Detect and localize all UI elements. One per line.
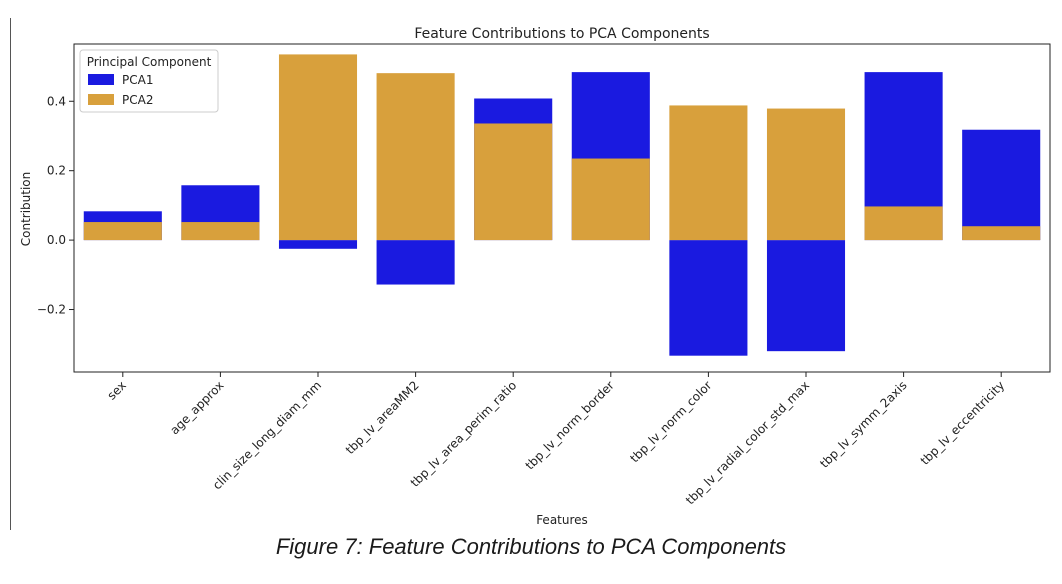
x-tick-label-tbp_lv_eccentricity: tbp_lv_eccentricity — [918, 378, 1008, 468]
bar-pca1-tbp_lv_eccentricity — [962, 129, 1041, 241]
bar-pca1-clin_size_long_diam_mm — [278, 240, 358, 249]
legend-label-pca1: PCA1 — [122, 73, 153, 87]
bar-pca1-tbp_lv_areaMM2 — [376, 240, 455, 285]
figure-caption: Figure 7: Feature Contributions to PCA C… — [275, 534, 787, 559]
legend-swatch-pca1 — [88, 74, 114, 85]
x-tick-label-tbp_lv_norm_color: tbp_lv_norm_color — [627, 378, 714, 465]
x-tick-label-tbp_lv_areaMM2: tbp_lv_areaMM2 — [343, 378, 422, 457]
bar-pca2-tbp_lv_norm_color — [669, 105, 748, 241]
bar-pca2-tbp_lv_areaMM2 — [376, 73, 455, 241]
y-tick-label: 0.4 — [47, 94, 66, 108]
bar-pca2-tbp_lv_radial_color_std_max — [766, 108, 846, 241]
x-tick-label-tbp_lv_symm_2axis: tbp_lv_symm_2axis — [817, 378, 909, 470]
x-tick-label-sex: sex — [105, 378, 129, 402]
legend-label-pca2: PCA2 — [122, 93, 153, 107]
plot-frame — [73, 43, 1051, 373]
y-axis-label: Contribution — [19, 172, 33, 247]
legend-title: Principal Component — [87, 55, 212, 69]
bar-pca1-tbp_lv_norm_color — [669, 240, 748, 356]
bar-pca1-tbp_lv_radial_color_std_max — [766, 240, 846, 352]
y-tick-label: 0.2 — [47, 164, 66, 178]
pca-bar-chart: Feature Contributions to PCA Components … — [19, 26, 1051, 527]
x-tick-label-clin_size_long_diam_mm: clin_size_long_diam_mm — [210, 378, 324, 492]
x-tick-label-age_approx: age_approx — [167, 378, 226, 437]
x-tick-label-tbp_lv_norm_border: tbp_lv_norm_border — [523, 378, 617, 472]
left-margin-rule — [10, 18, 11, 530]
y-tick-label: 0.0 — [47, 233, 66, 247]
legend: Principal Component PCA1 PCA2 — [79, 49, 219, 113]
chart-title: Feature Contributions to PCA Components — [414, 26, 709, 42]
bar-pca2-age_approx — [181, 222, 260, 241]
bars-group — [83, 54, 1041, 356]
legend-swatch-pca2 — [88, 94, 114, 105]
bar-pca2-tbp_lv_area_perim_ratio — [474, 123, 553, 241]
x-axis-label: Features — [536, 513, 588, 527]
bar-pca2-sex — [83, 222, 162, 241]
y-tick-label: −0.2 — [37, 303, 66, 317]
bar-pca2-clin_size_long_diam_mm — [278, 54, 358, 241]
axes-group — [73, 43, 1051, 373]
x-tick-label-tbp_lv_area_perim_ratio: tbp_lv_area_perim_ratio — [408, 378, 520, 490]
bar-pca2-tbp_lv_eccentricity — [962, 226, 1041, 241]
bar-pca2-tbp_lv_norm_border — [571, 158, 650, 241]
bar-pca2-tbp_lv_symm_2axis — [864, 206, 943, 241]
legend-frame — [79, 49, 219, 113]
